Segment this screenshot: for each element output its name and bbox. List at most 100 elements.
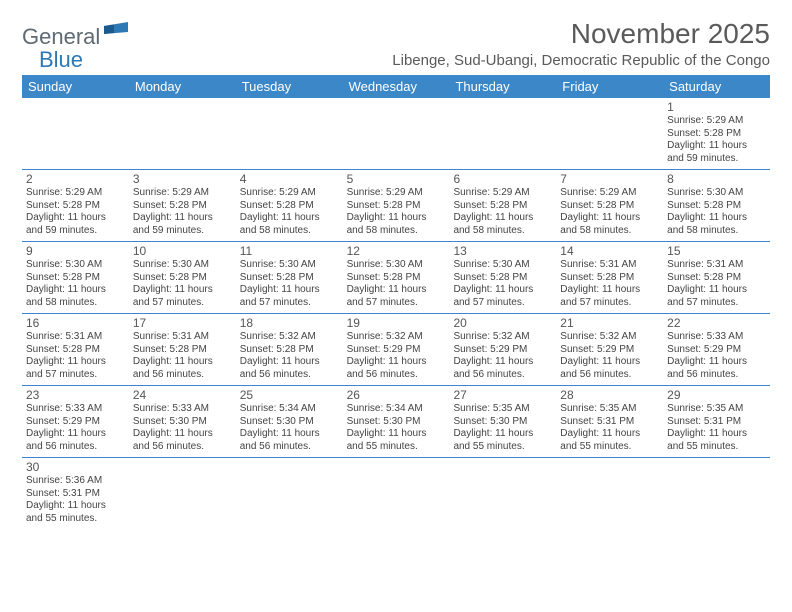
day-number: 20 [453,316,552,330]
empty-cell [556,458,663,529]
day-number: 18 [240,316,339,330]
day-info: Sunrise: 5:35 AMSunset: 5:31 PMDaylight:… [667,403,766,453]
day-cell: 2Sunrise: 5:29 AMSunset: 5:28 PMDaylight… [22,170,129,241]
day-info: Sunrise: 5:29 AMSunset: 5:28 PMDaylight:… [240,187,339,237]
day-number: 29 [667,388,766,402]
day-info: Sunrise: 5:32 AMSunset: 5:29 PMDaylight:… [560,331,659,381]
day-cell: 19Sunrise: 5:32 AMSunset: 5:29 PMDayligh… [343,314,450,385]
week-row: 16Sunrise: 5:31 AMSunset: 5:28 PMDayligh… [22,314,770,386]
day-number: 6 [453,172,552,186]
empty-cell [236,98,343,169]
day-info: Sunrise: 5:29 AMSunset: 5:28 PMDaylight:… [26,187,125,237]
day-cell: 1Sunrise: 5:29 AMSunset: 5:28 PMDaylight… [663,98,770,169]
day-info: Sunrise: 5:35 AMSunset: 5:30 PMDaylight:… [453,403,552,453]
weekday-header: Saturday [663,75,770,98]
day-cell: 25Sunrise: 5:34 AMSunset: 5:30 PMDayligh… [236,386,343,457]
day-cell: 6Sunrise: 5:29 AMSunset: 5:28 PMDaylight… [449,170,556,241]
day-info: Sunrise: 5:30 AMSunset: 5:28 PMDaylight:… [453,259,552,309]
day-info: Sunrise: 5:33 AMSunset: 5:29 PMDaylight:… [667,331,766,381]
day-number: 10 [133,244,232,258]
day-number: 9 [26,244,125,258]
day-info: Sunrise: 5:31 AMSunset: 5:28 PMDaylight:… [560,259,659,309]
weekday-header: Tuesday [236,75,343,98]
day-cell: 18Sunrise: 5:32 AMSunset: 5:28 PMDayligh… [236,314,343,385]
day-number: 16 [26,316,125,330]
day-cell: 10Sunrise: 5:30 AMSunset: 5:28 PMDayligh… [129,242,236,313]
day-info: Sunrise: 5:29 AMSunset: 5:28 PMDaylight:… [560,187,659,237]
day-number: 28 [560,388,659,402]
day-number: 11 [240,244,339,258]
empty-cell [556,98,663,169]
day-cell: 13Sunrise: 5:30 AMSunset: 5:28 PMDayligh… [449,242,556,313]
day-cell: 26Sunrise: 5:34 AMSunset: 5:30 PMDayligh… [343,386,450,457]
day-info: Sunrise: 5:33 AMSunset: 5:30 PMDaylight:… [133,403,232,453]
day-cell: 7Sunrise: 5:29 AMSunset: 5:28 PMDaylight… [556,170,663,241]
day-number: 25 [240,388,339,402]
day-cell: 3Sunrise: 5:29 AMSunset: 5:28 PMDaylight… [129,170,236,241]
day-cell: 12Sunrise: 5:30 AMSunset: 5:28 PMDayligh… [343,242,450,313]
location-text: Libenge, Sud-Ubangi, Democratic Republic… [392,52,770,69]
day-number: 19 [347,316,446,330]
day-cell: 5Sunrise: 5:29 AMSunset: 5:28 PMDaylight… [343,170,450,241]
day-cell: 24Sunrise: 5:33 AMSunset: 5:30 PMDayligh… [129,386,236,457]
day-cell: 4Sunrise: 5:29 AMSunset: 5:28 PMDaylight… [236,170,343,241]
day-cell: 29Sunrise: 5:35 AMSunset: 5:31 PMDayligh… [663,386,770,457]
calendar-page: General November 2025 Libenge, Sud-Ubang… [0,0,792,547]
day-number: 4 [240,172,339,186]
day-number: 2 [26,172,125,186]
day-number: 17 [133,316,232,330]
day-cell: 21Sunrise: 5:32 AMSunset: 5:29 PMDayligh… [556,314,663,385]
day-cell: 17Sunrise: 5:31 AMSunset: 5:28 PMDayligh… [129,314,236,385]
day-cell: 11Sunrise: 5:30 AMSunset: 5:28 PMDayligh… [236,242,343,313]
day-number: 26 [347,388,446,402]
day-number: 5 [347,172,446,186]
day-cell: 27Sunrise: 5:35 AMSunset: 5:30 PMDayligh… [449,386,556,457]
week-row: 1Sunrise: 5:29 AMSunset: 5:28 PMDaylight… [22,98,770,170]
empty-cell [343,458,450,529]
empty-cell [129,458,236,529]
day-number: 27 [453,388,552,402]
week-row: 9 Sunrise: 5:30 AMSunset: 5:28 PMDaylight… [22,242,770,314]
weekday-header: Thursday [449,75,556,98]
day-info: Sunrise: 5:30 AMSunset: 5:28 PMDaylight:… [240,259,339,309]
day-info: Sunrise: 5:36 AMSunset: 5:31 PMDaylight:… [26,475,125,525]
day-cell: 8Sunrise: 5:30 AMSunset: 5:28 PMDaylight… [663,170,770,241]
day-info: Sunrise: 5:29 AMSunset: 5:28 PMDaylight:… [133,187,232,237]
day-info: Sunrise: 5:34 AMSunset: 5:30 PMDaylight:… [347,403,446,453]
day-number: 7 [560,172,659,186]
day-info: Sunrise: 5:32 AMSunset: 5:29 PMDaylight:… [453,331,552,381]
day-number: 8 [667,172,766,186]
day-info: Sunrise: 5:29 AMSunset: 5:28 PMDaylight:… [453,187,552,237]
day-number: 14 [560,244,659,258]
empty-cell [449,98,556,169]
weekday-header-row: SundayMondayTuesdayWednesdayThursdayFrid… [22,75,770,98]
day-info: Sunrise: 5:32 AMSunset: 5:29 PMDaylight:… [347,331,446,381]
day-info: Sunrise: 5:30 AMSunset: 5:28 PMDaylight:… [347,259,446,309]
empty-cell [449,458,556,529]
day-info: Sunrise: 5:31 AMSunset: 5:28 PMDaylight:… [667,259,766,309]
day-info: Sunrise: 5:29 AMSunset: 5:28 PMDaylight:… [667,115,766,165]
empty-cell [663,458,770,529]
day-info: Sunrise: 5:33 AMSunset: 5:29 PMDaylight:… [26,403,125,453]
week-row: 23Sunrise: 5:33 AMSunset: 5:29 PMDayligh… [22,386,770,458]
day-number: 30 [26,460,125,474]
day-number: 15 [667,244,766,258]
title-block: November 2025 Libenge, Sud-Ubangi, Democ… [392,18,770,69]
day-number: 1 [667,100,766,114]
day-cell: 30Sunrise: 5:36 AMSunset: 5:31 PMDayligh… [22,458,129,529]
day-cell: 16Sunrise: 5:31 AMSunset: 5:28 PMDayligh… [22,314,129,385]
day-cell: 28Sunrise: 5:35 AMSunset: 5:31 PMDayligh… [556,386,663,457]
day-info: Sunrise: 5:29 AMSunset: 5:28 PMDaylight:… [347,187,446,237]
weeks-container: 1Sunrise: 5:29 AMSunset: 5:28 PMDaylight… [22,98,770,529]
day-number: 13 [453,244,552,258]
day-info: Sunrise: 5:32 AMSunset: 5:28 PMDaylight:… [240,331,339,381]
empty-cell [129,98,236,169]
weekday-header: Friday [556,75,663,98]
day-cell: 20Sunrise: 5:32 AMSunset: 5:29 PMDayligh… [449,314,556,385]
weekday-header: Wednesday [343,75,450,98]
day-number: 23 [26,388,125,402]
day-info: Sunrise: 5:31 AMSunset: 5:28 PMDaylight:… [26,331,125,381]
day-cell: 9Sunrise: 5:30 AMSunset: 5:28 PMDaylight… [22,242,129,313]
empty-cell [236,458,343,529]
weekday-header: Monday [129,75,236,98]
